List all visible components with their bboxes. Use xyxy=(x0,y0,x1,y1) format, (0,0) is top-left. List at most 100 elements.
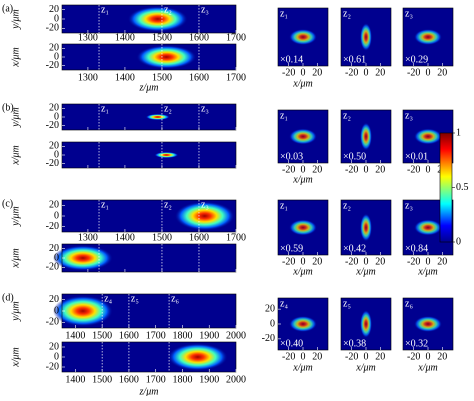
inset-scale: ×0.03 xyxy=(280,151,303,162)
colorbar-tick-label: 0.5 xyxy=(456,182,469,193)
panel-label: (d) xyxy=(2,292,14,303)
z-tick-label: 2000 xyxy=(226,330,246,341)
inset-x-tick-label: 0 xyxy=(426,164,431,175)
inset-feature xyxy=(360,122,372,151)
inset-x-tick-label: 20 xyxy=(375,351,385,362)
inset-marker-label: z₂ xyxy=(343,8,351,19)
marker-label: z₂ xyxy=(164,199,172,210)
inset-marker-label: z₆ xyxy=(405,298,413,309)
inset-x-tick-label: -20 xyxy=(282,351,295,362)
inset-feature xyxy=(360,310,372,338)
y-axis-label: y/μm xyxy=(10,9,21,29)
z-tick-label: 1700 xyxy=(226,32,246,43)
inset-x-axis-label: x/μm xyxy=(355,362,375,373)
inset-scale: ×0.38 xyxy=(343,338,366,349)
inset-x-tick-label: 0 xyxy=(364,164,369,175)
z-tick-label: 1600 xyxy=(189,32,209,43)
inset-x-tick-label: 0 xyxy=(426,351,431,362)
inset-x-axis-label: x/μm xyxy=(417,266,437,277)
inset-x-tick-label: -20 xyxy=(345,351,358,362)
inset-x-tick-label: 0 xyxy=(426,67,431,78)
inset-x-tick-label: 0 xyxy=(364,256,369,267)
z-tick-label: 1300 xyxy=(78,72,98,83)
inset-x-tick-label: 20 xyxy=(312,164,322,175)
z-axis-label: z/μm xyxy=(139,82,159,93)
z-tick-label: 1800 xyxy=(172,330,192,341)
panel-label: (b) xyxy=(2,102,14,113)
y-tick-label: 20 xyxy=(49,103,59,114)
z-tick-label: 1500 xyxy=(92,330,112,341)
y-tick-label: -20 xyxy=(46,60,59,71)
z-tick-label: 1500 xyxy=(152,32,172,43)
inset-x-tick-label: 20 xyxy=(437,67,447,78)
inset-x-tick-label: 0 xyxy=(426,256,431,267)
z-tick-label: 1400 xyxy=(65,374,85,385)
y-tick-label: -20 xyxy=(46,361,59,372)
z-tick-label: 1300 xyxy=(78,32,98,43)
z-tick-label: 1600 xyxy=(189,72,209,83)
inset-scale: ×0.61 xyxy=(343,54,366,65)
y-axis-label: x/μm xyxy=(10,347,21,367)
inset-x-tick-label: 0 xyxy=(364,351,369,362)
colorbar-tick-label: 0 xyxy=(456,236,461,247)
heatmap-feature xyxy=(52,295,113,327)
marker-label: z₄ xyxy=(104,293,112,304)
inset-feature xyxy=(414,128,442,145)
y-tick-label: 0 xyxy=(54,210,59,221)
y-tick-label: 20 xyxy=(49,200,59,211)
inset-feature xyxy=(360,213,372,242)
heatmap-feature xyxy=(145,114,170,120)
inset-x-tick-label: -20 xyxy=(345,256,358,267)
inset-marker-label: z₁ xyxy=(280,8,288,19)
inset-x-tick-label: 20 xyxy=(437,256,447,267)
y-tick-label: -20 xyxy=(46,120,59,131)
z-tick-label: 1800 xyxy=(172,374,192,385)
y-tick-label: 0 xyxy=(54,351,59,362)
panel-label: (a) xyxy=(2,3,13,14)
y-axis-label: x/μm xyxy=(10,145,21,165)
inset-x-axis-label: x/μm xyxy=(355,266,375,277)
z-tick-label: 1700 xyxy=(226,232,246,243)
inset-feature xyxy=(289,219,317,236)
inset-marker-label: z₃ xyxy=(405,200,413,211)
z-tick-label: 1400 xyxy=(115,32,135,43)
y-axis-label: y/μm xyxy=(10,301,21,321)
y-tick-label: 0 xyxy=(54,51,59,62)
inset-feature xyxy=(414,316,442,332)
inset-x-tick-label: 20 xyxy=(375,67,385,78)
inset-marker-label: z₃ xyxy=(405,8,413,19)
inset-scale: ×0.59 xyxy=(280,243,303,254)
marker-label: z₃ xyxy=(201,4,209,15)
y-tick-label: 20 xyxy=(49,4,59,15)
inset-feature xyxy=(414,29,442,45)
y-tick-label: 20 xyxy=(49,243,59,254)
y-axis-label: x/μm xyxy=(10,47,21,67)
heatmap-feature xyxy=(52,245,113,271)
z-tick-label: 1700 xyxy=(226,72,246,83)
inset-x-tick-label: -20 xyxy=(407,164,420,175)
y-axis-label: x/μm xyxy=(10,248,21,268)
marker-label: z₃ xyxy=(201,199,209,210)
inset-scale: ×0.50 xyxy=(343,151,366,162)
colorbar xyxy=(439,132,453,243)
z-tick-label: 1600 xyxy=(119,330,139,341)
inset-scale: ×0.29 xyxy=(405,54,428,65)
z-tick-label: 1500 xyxy=(152,72,172,83)
inset-feature xyxy=(289,29,317,45)
marker-label: z₅ xyxy=(131,293,139,304)
z-tick-label: 1600 xyxy=(189,232,209,243)
z-tick-label: 1700 xyxy=(146,330,166,341)
inset-x-tick-label: 0 xyxy=(301,351,306,362)
y-tick-label: 0 xyxy=(54,252,59,263)
inset-y-tick-label: 0 xyxy=(270,318,275,329)
inset-x-tick-label: -20 xyxy=(282,67,295,78)
inset-marker-label: z₂ xyxy=(343,110,351,121)
inset-marker-label: z₃ xyxy=(405,110,413,121)
marker-label: z₂ xyxy=(164,4,172,15)
y-tick-label: -20 xyxy=(46,221,59,232)
y-tick-label: 20 xyxy=(49,341,59,352)
inset-scale: ×0.84 xyxy=(405,243,428,254)
inset-x-tick-label: -20 xyxy=(345,67,358,78)
inset-marker-label: z₁ xyxy=(280,110,288,121)
